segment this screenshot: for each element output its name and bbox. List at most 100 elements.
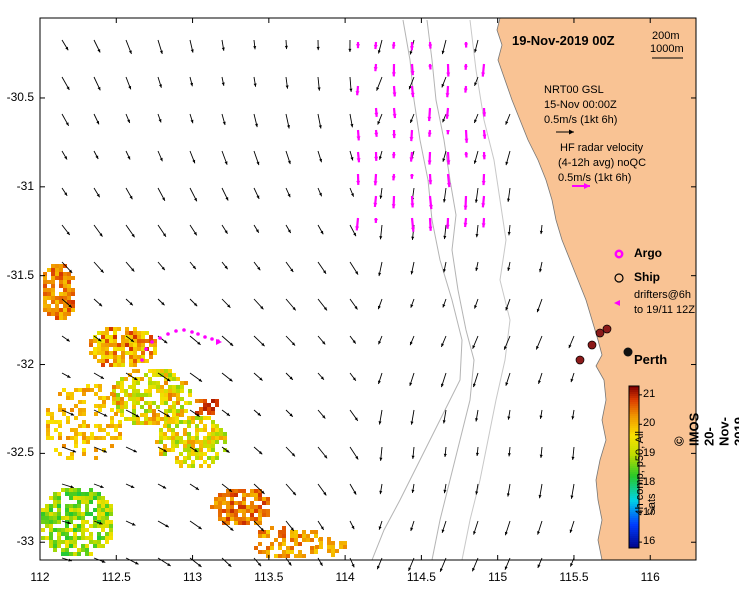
sst-pixel xyxy=(238,489,242,493)
sst-pixel xyxy=(218,513,222,517)
sst-pixel xyxy=(109,532,113,536)
sst-pixel xyxy=(250,509,254,513)
sst-pixel xyxy=(110,420,114,424)
sst-pixel xyxy=(73,504,77,508)
sst-pixel xyxy=(62,444,66,448)
current-arrow-head xyxy=(507,453,511,457)
current-arrow-head xyxy=(291,453,296,457)
sst-pixel xyxy=(110,424,114,428)
sst-pixel xyxy=(113,347,117,351)
sst-pixel xyxy=(199,456,203,460)
sst-pixel xyxy=(230,501,234,505)
sst-pixel xyxy=(141,351,145,355)
sst-pixel xyxy=(129,347,133,351)
current-arrow-head xyxy=(378,421,382,425)
sst-pixel xyxy=(78,412,82,416)
current-arrow-head xyxy=(316,46,320,51)
sst-pixel xyxy=(109,335,113,339)
current-arrow-head xyxy=(475,452,479,456)
sst-pixel xyxy=(302,538,306,542)
sst-pixel xyxy=(65,508,69,512)
sst-pixel xyxy=(67,300,71,304)
current-arrow-head xyxy=(475,233,479,238)
sst-pixel xyxy=(85,548,89,552)
sst-pixel xyxy=(113,363,117,367)
sst-pixel xyxy=(211,440,215,444)
current-arrow-head xyxy=(99,521,103,525)
sst-pixel xyxy=(118,432,122,436)
sst-pixel xyxy=(179,420,183,424)
sst-pixel xyxy=(105,520,109,524)
current-arrow-head xyxy=(64,156,68,160)
sst-pixel xyxy=(124,389,128,393)
ship-position xyxy=(595,328,605,338)
colorbar-segment xyxy=(629,412,639,415)
hf-arrow-head xyxy=(392,134,397,139)
sst-pixel xyxy=(183,420,187,424)
sst-pixel xyxy=(294,542,298,546)
current-arrow-head xyxy=(378,340,382,345)
current-arrow-head xyxy=(442,158,446,162)
current-arrow-head xyxy=(163,448,167,452)
sst-pixel xyxy=(94,436,98,440)
sst-pixel xyxy=(331,541,335,545)
current-arrow-head xyxy=(129,195,133,200)
current-arrow-head xyxy=(290,268,294,273)
sst-pixel xyxy=(149,335,153,339)
sst-pixel xyxy=(94,412,98,416)
sst-pixel xyxy=(43,304,47,308)
sst-pixel xyxy=(109,536,113,540)
current-arrow-head xyxy=(128,50,132,54)
sst-pixel xyxy=(101,528,105,532)
sst-pixel xyxy=(315,545,319,549)
current-arrow-head xyxy=(167,562,171,566)
sst-pixel xyxy=(140,377,144,381)
sst-pixel xyxy=(53,496,57,500)
sst-pixel xyxy=(97,532,101,536)
sst-pixel xyxy=(133,339,137,343)
current-arrow-head xyxy=(536,308,540,313)
sst-pixel xyxy=(180,413,184,417)
hf-arrow-head xyxy=(355,226,360,231)
drifter-head xyxy=(216,339,222,345)
sst-pixel xyxy=(234,513,238,517)
sst-pixel xyxy=(144,409,148,413)
sst-pixel xyxy=(120,405,124,409)
sst-pixel xyxy=(113,355,117,359)
sst-pixel xyxy=(140,421,144,425)
sst-pixel xyxy=(286,550,290,554)
sst-pixel xyxy=(59,268,63,272)
sst-pixel xyxy=(65,524,69,528)
sst-pixel xyxy=(254,493,258,497)
sst-pixel xyxy=(109,512,113,516)
sst-pixel xyxy=(191,440,195,444)
drifter-point xyxy=(158,336,162,340)
sst-pixel xyxy=(62,412,66,416)
sst-pixel xyxy=(101,339,105,343)
hf-label-2: (4-12h avg) noQC xyxy=(558,157,647,169)
hf-arrow-head xyxy=(410,203,415,208)
sst-pixel xyxy=(175,436,179,440)
current-arrow-head xyxy=(350,193,354,197)
sst-pixel xyxy=(223,440,227,444)
sst-pixel xyxy=(331,549,335,553)
sst-pixel xyxy=(164,417,168,421)
current-arrow-head xyxy=(68,304,72,308)
current-arrow-head xyxy=(379,490,383,495)
sst-pixel xyxy=(71,292,75,296)
current-arrow-head xyxy=(224,265,228,270)
hf-arrow-head xyxy=(463,222,468,227)
sst-pixel xyxy=(77,496,81,500)
sst-pixel xyxy=(302,554,306,558)
sst-pixel xyxy=(246,517,250,521)
sst-pixel xyxy=(97,331,101,335)
colorbar-frame xyxy=(628,385,640,549)
sst-pixel xyxy=(46,436,50,440)
sst-pixel xyxy=(69,496,73,500)
current-arrow-head xyxy=(408,567,412,571)
colorbar-segment xyxy=(629,532,639,535)
sst-pixel xyxy=(215,428,219,432)
sst-pixel xyxy=(89,492,93,496)
nrt-legend-arrowhead xyxy=(569,129,574,135)
sst-pixel xyxy=(69,536,73,540)
